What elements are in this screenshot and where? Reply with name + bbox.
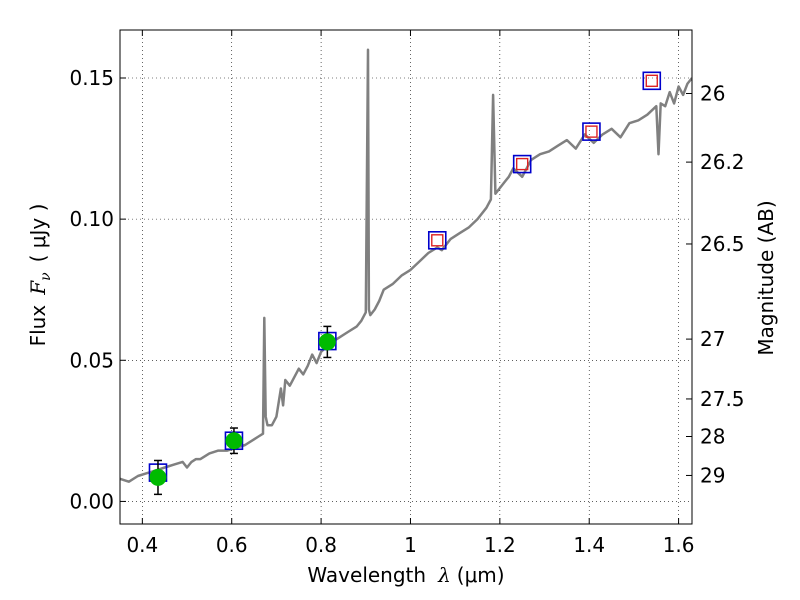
observed-point xyxy=(149,468,167,486)
observed-point xyxy=(225,432,243,450)
upper-limit-square xyxy=(645,74,658,88)
y-tick-label: 0.00 xyxy=(69,489,114,513)
y2-tick-label: 27 xyxy=(700,327,725,351)
spectrum-line xyxy=(120,48,692,483)
y2-tick-label: 27.5 xyxy=(700,387,745,411)
x-tick-label: 0.8 xyxy=(305,533,337,557)
x-tick-label: 1.6 xyxy=(663,533,695,557)
upper-limit-square xyxy=(585,125,598,138)
y2-axis-title: Magnitude (AB) xyxy=(754,200,778,355)
y-axis-title: FluxFν( μJy ) xyxy=(26,204,54,347)
upper-limit-square xyxy=(515,157,529,171)
y2-tick-label: 26 xyxy=(700,82,725,106)
plot-frame xyxy=(119,29,693,525)
grid-lines xyxy=(120,30,692,524)
model-photometry-square xyxy=(642,71,662,91)
model-photometry-square xyxy=(427,231,447,250)
observed-point xyxy=(318,333,336,351)
x-tick-label: 1.2 xyxy=(484,533,516,557)
y2-tick-label: 26.2 xyxy=(700,150,745,174)
y-tick-label: 0.05 xyxy=(69,348,114,372)
model-photometry-square xyxy=(512,154,532,174)
y2-axis: 26 26.2 26.5 27 27.5 28 29 xyxy=(686,82,745,487)
model-photometry-square xyxy=(582,122,601,141)
x-tick-label: 1 xyxy=(404,533,417,557)
y-axis: 0.00 0.05 0.10 0.15 xyxy=(69,66,126,513)
x-axis: 0.4 0.6 0.8 1 1.2 1.4 1.6 xyxy=(126,30,695,557)
y-tick-label: 0.15 xyxy=(69,66,114,90)
y-tick-label: 0.10 xyxy=(69,207,114,231)
y2-tick-label: 26.5 xyxy=(700,232,745,256)
x-tick-label: 0.4 xyxy=(126,533,158,557)
y2-tick-label: 28 xyxy=(700,424,725,448)
upper-limit-square xyxy=(431,234,444,247)
x-axis-title: Wavelength λ (μm) xyxy=(307,563,504,587)
x-tick-label: 1.4 xyxy=(573,533,605,557)
x-tick-label: 0.6 xyxy=(216,533,248,557)
y2-tick-label: 29 xyxy=(700,463,725,487)
plot-area xyxy=(120,48,692,496)
